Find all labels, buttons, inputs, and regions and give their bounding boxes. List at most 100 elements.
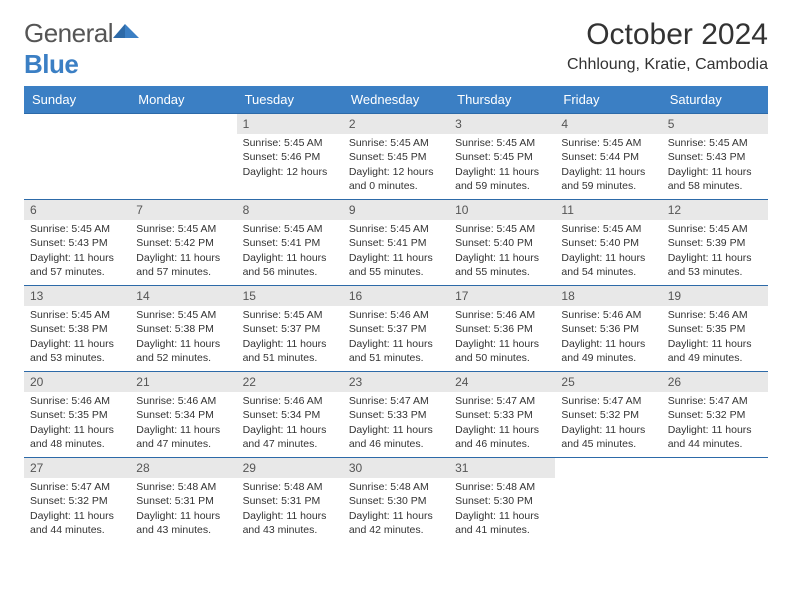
daylight-line: Daylight: 11 hours and 51 minutes. (243, 337, 337, 365)
calendar-empty-cell (555, 458, 661, 544)
sunrise-line: Sunrise: 5:45 AM (136, 222, 230, 236)
daylight-line: Daylight: 11 hours and 57 minutes. (30, 251, 124, 279)
sunset-line: Sunset: 5:38 PM (30, 322, 124, 336)
calendar-day-cell: 16Sunrise: 5:46 AMSunset: 5:37 PMDayligh… (343, 286, 449, 372)
sunset-line: Sunset: 5:43 PM (30, 236, 124, 250)
day-details: Sunrise: 5:48 AMSunset: 5:30 PMDaylight:… (343, 478, 449, 541)
calendar-week-row: 27Sunrise: 5:47 AMSunset: 5:32 PMDayligh… (24, 458, 768, 544)
calendar-day-cell: 10Sunrise: 5:45 AMSunset: 5:40 PMDayligh… (449, 200, 555, 286)
calendar-day-cell: 28Sunrise: 5:48 AMSunset: 5:31 PMDayligh… (130, 458, 236, 544)
weekday-header: Sunday (24, 86, 130, 114)
day-number: 3 (449, 114, 555, 134)
daylight-line: Daylight: 11 hours and 43 minutes. (136, 509, 230, 537)
sunrise-line: Sunrise: 5:45 AM (30, 222, 124, 236)
calendar-day-cell: 6Sunrise: 5:45 AMSunset: 5:43 PMDaylight… (24, 200, 130, 286)
calendar-day-cell: 3Sunrise: 5:45 AMSunset: 5:45 PMDaylight… (449, 114, 555, 200)
day-details: Sunrise: 5:45 AMSunset: 5:41 PMDaylight:… (237, 220, 343, 283)
sunrise-line: Sunrise: 5:48 AM (243, 480, 337, 494)
logo: General Blue (24, 18, 139, 80)
header: General Blue October 2024 Chhloung, Krat… (24, 18, 768, 80)
weekday-header: Tuesday (237, 86, 343, 114)
calendar-empty-cell (24, 114, 130, 200)
day-details: Sunrise: 5:47 AMSunset: 5:32 PMDaylight:… (555, 392, 661, 455)
day-number: 14 (130, 286, 236, 306)
daylight-line: Daylight: 11 hours and 44 minutes. (30, 509, 124, 537)
day-details: Sunrise: 5:48 AMSunset: 5:30 PMDaylight:… (449, 478, 555, 541)
calendar-day-cell: 23Sunrise: 5:47 AMSunset: 5:33 PMDayligh… (343, 372, 449, 458)
calendar-day-cell: 13Sunrise: 5:45 AMSunset: 5:38 PMDayligh… (24, 286, 130, 372)
logo-word-b: Blue (24, 49, 78, 79)
day-details: Sunrise: 5:48 AMSunset: 5:31 PMDaylight:… (130, 478, 236, 541)
sunset-line: Sunset: 5:39 PM (668, 236, 762, 250)
calendar-day-cell: 26Sunrise: 5:47 AMSunset: 5:32 PMDayligh… (662, 372, 768, 458)
day-number: 20 (24, 372, 130, 392)
calendar-day-cell: 19Sunrise: 5:46 AMSunset: 5:35 PMDayligh… (662, 286, 768, 372)
calendar-day-cell: 18Sunrise: 5:46 AMSunset: 5:36 PMDayligh… (555, 286, 661, 372)
daylight-line: Daylight: 11 hours and 47 minutes. (243, 423, 337, 451)
sunset-line: Sunset: 5:40 PM (561, 236, 655, 250)
sunset-line: Sunset: 5:33 PM (455, 408, 549, 422)
day-details: Sunrise: 5:45 AMSunset: 5:38 PMDaylight:… (130, 306, 236, 369)
day-details: Sunrise: 5:45 AMSunset: 5:40 PMDaylight:… (555, 220, 661, 283)
sunrise-line: Sunrise: 5:45 AM (561, 222, 655, 236)
day-details: Sunrise: 5:45 AMSunset: 5:42 PMDaylight:… (130, 220, 236, 283)
day-details: Sunrise: 5:45 AMSunset: 5:41 PMDaylight:… (343, 220, 449, 283)
daylight-line: Daylight: 11 hours and 45 minutes. (561, 423, 655, 451)
page-title: October 2024 (567, 18, 768, 52)
calendar-day-cell: 9Sunrise: 5:45 AMSunset: 5:41 PMDaylight… (343, 200, 449, 286)
logo-mark-icon (113, 22, 139, 42)
day-details: Sunrise: 5:46 AMSunset: 5:34 PMDaylight:… (237, 392, 343, 455)
sunrise-line: Sunrise: 5:46 AM (243, 394, 337, 408)
location-text: Chhloung, Kratie, Cambodia (567, 56, 768, 74)
weekday-header: Saturday (662, 86, 768, 114)
day-number: 6 (24, 200, 130, 220)
day-number: 27 (24, 458, 130, 478)
daylight-line: Daylight: 11 hours and 46 minutes. (349, 423, 443, 451)
day-details: Sunrise: 5:46 AMSunset: 5:36 PMDaylight:… (449, 306, 555, 369)
sunrise-line: Sunrise: 5:47 AM (30, 480, 124, 494)
calendar-day-cell: 22Sunrise: 5:46 AMSunset: 5:34 PMDayligh… (237, 372, 343, 458)
day-details: Sunrise: 5:46 AMSunset: 5:36 PMDaylight:… (555, 306, 661, 369)
sunset-line: Sunset: 5:30 PM (349, 494, 443, 508)
sunrise-line: Sunrise: 5:47 AM (349, 394, 443, 408)
day-details: Sunrise: 5:45 AMSunset: 5:37 PMDaylight:… (237, 306, 343, 369)
day-details: Sunrise: 5:47 AMSunset: 5:33 PMDaylight:… (449, 392, 555, 455)
day-details: Sunrise: 5:46 AMSunset: 5:34 PMDaylight:… (130, 392, 236, 455)
day-details: Sunrise: 5:45 AMSunset: 5:43 PMDaylight:… (24, 220, 130, 283)
day-number: 25 (555, 372, 661, 392)
sunrise-line: Sunrise: 5:45 AM (668, 136, 762, 150)
sunrise-line: Sunrise: 5:47 AM (455, 394, 549, 408)
day-number: 5 (662, 114, 768, 134)
sunrise-line: Sunrise: 5:45 AM (349, 222, 443, 236)
daylight-line: Daylight: 12 hours and 0 minutes. (349, 165, 443, 193)
daylight-line: Daylight: 11 hours and 42 minutes. (349, 509, 443, 537)
sunrise-line: Sunrise: 5:45 AM (243, 308, 337, 322)
sunset-line: Sunset: 5:44 PM (561, 150, 655, 164)
daylight-line: Daylight: 11 hours and 43 minutes. (243, 509, 337, 537)
day-details: Sunrise: 5:45 AMSunset: 5:43 PMDaylight:… (662, 134, 768, 197)
sunrise-line: Sunrise: 5:46 AM (136, 394, 230, 408)
day-number: 7 (130, 200, 236, 220)
sunset-line: Sunset: 5:35 PM (668, 322, 762, 336)
daylight-line: Daylight: 11 hours and 46 minutes. (455, 423, 549, 451)
sunset-line: Sunset: 5:37 PM (243, 322, 337, 336)
logo-text: General Blue (24, 18, 139, 80)
day-number: 15 (237, 286, 343, 306)
calendar-empty-cell (662, 458, 768, 544)
sunset-line: Sunset: 5:35 PM (30, 408, 124, 422)
day-number: 23 (343, 372, 449, 392)
day-number: 28 (130, 458, 236, 478)
daylight-line: Daylight: 11 hours and 49 minutes. (561, 337, 655, 365)
sunset-line: Sunset: 5:45 PM (455, 150, 549, 164)
sunrise-line: Sunrise: 5:48 AM (349, 480, 443, 494)
sunrise-line: Sunrise: 5:45 AM (455, 222, 549, 236)
sunrise-line: Sunrise: 5:47 AM (668, 394, 762, 408)
sunset-line: Sunset: 5:41 PM (243, 236, 337, 250)
calendar-day-cell: 24Sunrise: 5:47 AMSunset: 5:33 PMDayligh… (449, 372, 555, 458)
day-details: Sunrise: 5:45 AMSunset: 5:39 PMDaylight:… (662, 220, 768, 283)
day-number: 13 (24, 286, 130, 306)
day-details: Sunrise: 5:45 AMSunset: 5:45 PMDaylight:… (449, 134, 555, 197)
weekday-header: Friday (555, 86, 661, 114)
sunrise-line: Sunrise: 5:48 AM (136, 480, 230, 494)
calendar-day-cell: 27Sunrise: 5:47 AMSunset: 5:32 PMDayligh… (24, 458, 130, 544)
